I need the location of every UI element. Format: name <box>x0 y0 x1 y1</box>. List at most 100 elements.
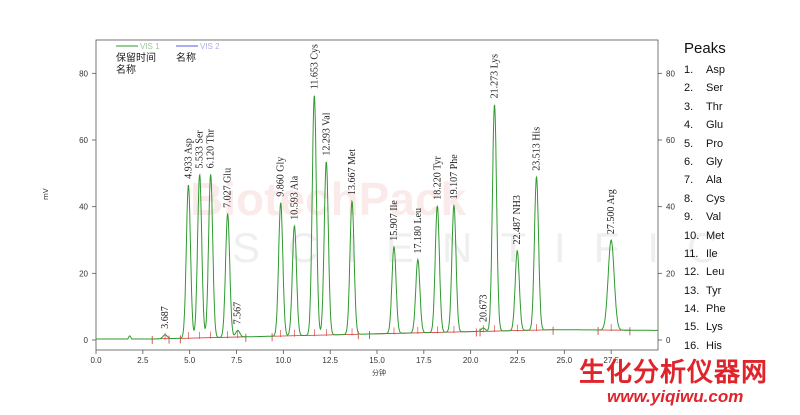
peak-list-name: Gly <box>706 155 723 168</box>
peak-label: 19.107 Phe <box>449 154 460 200</box>
peak-label: 15.907 Ile <box>389 200 400 241</box>
legend-retention-time: 保留时间 <box>116 51 156 64</box>
integration-baseline <box>180 336 246 339</box>
peak-list-name: Cys <box>706 192 725 205</box>
peak-label: 5.533 Ser <box>195 130 206 169</box>
legend-label-vis1: VIS 1 <box>140 42 160 51</box>
peak-list-number: 9. <box>684 211 694 224</box>
peak-label: 6.120 Thr <box>206 128 217 168</box>
brand-logo: 生化分析仪器网 www.yiqiwu.com <box>579 352 794 407</box>
peak-label: 7.567 <box>233 302 244 325</box>
peak-list-number: 8. <box>684 192 694 205</box>
peak-list-name: Tyr <box>706 284 722 297</box>
y-tick-label: 20 <box>79 269 88 278</box>
peak-list-number: 3. <box>684 100 694 113</box>
y-tick-label-right: 0 <box>666 336 671 345</box>
y-axis-label: mV <box>42 188 50 200</box>
peak-list-number: 14. <box>684 303 700 316</box>
x-tick-label: 7.5 <box>231 356 243 365</box>
peak-labels: 3.687 4.933 Asp 5.533 Ser 6.120 Thr 7.027 Gl… <box>160 44 617 329</box>
peak-list-number: 6. <box>684 155 694 168</box>
peak-list-number: 16. <box>684 339 700 352</box>
y-axis-left: 0 20 40 60 80 <box>79 69 96 345</box>
peak-list-item: 8. Cys <box>684 190 794 208</box>
peak-list-item: 10. Met <box>684 227 794 245</box>
integration-markers <box>151 324 631 344</box>
peak-list-number: 2. <box>684 82 694 95</box>
legend-label-vis2: VIS 2 <box>200 42 220 51</box>
y-tick-label: 60 <box>79 136 88 145</box>
chromatogram-trace <box>96 95 658 340</box>
peak-list-item: 9. Val <box>684 208 794 226</box>
peak-list-name: Ala <box>706 174 722 187</box>
peak-label: 9.860 Gly <box>276 157 287 197</box>
peak-list-name: Thr <box>706 100 723 113</box>
x-axis-label: 分钟 <box>372 368 386 377</box>
peak-list-name: Met <box>706 229 725 242</box>
peak-label: 11.653 Cys <box>309 44 320 89</box>
peak-label: 10.593 Ala <box>289 175 300 219</box>
peak-list-name: Leu <box>706 266 725 279</box>
peak-list-name: Ile <box>706 247 718 260</box>
peaks-title: Peaks <box>684 40 726 57</box>
peak-list-name: Lys <box>706 321 723 334</box>
peak-list-name: Val <box>706 211 722 224</box>
peak-list-number: 1. <box>684 64 694 76</box>
peak-list-name: Ser <box>706 82 724 95</box>
x-tick-label: 12.5 <box>322 356 338 365</box>
peak-list-item: 1. Asp <box>684 61 794 79</box>
y-tick-label: 0 <box>84 336 89 345</box>
peak-list-item: 7. Ala <box>684 171 794 189</box>
peak-list-item: 2. Ser <box>684 79 794 97</box>
y-tick-label-right: 40 <box>666 203 675 212</box>
legend-name-2: 名称 <box>176 51 196 64</box>
x-tick-label: 27.5 <box>603 356 619 365</box>
peak-label: 3.687 <box>160 306 171 329</box>
peaks-list: 1. Asp 2. Ser 3. Thr 4. Glu 5. Pro 6. Gly 7. Ala 8. Cys… <box>684 61 794 355</box>
peak-label: 23.513 His <box>531 127 542 171</box>
peak-label: 22.487 NH3 <box>512 195 523 244</box>
x-axis: 0.0 2.5 5.0 7.5 10.0 12.5 15.0 17.5 20.0 22.5 25.0… <box>90 350 619 365</box>
peak-list-item: 14. Phe <box>684 300 794 318</box>
x-tick-label: 22.5 <box>510 356 526 365</box>
peak-label: 17.180 Leu <box>413 208 424 254</box>
peak-list-name: His <box>706 339 722 352</box>
peak-list-name: Asp <box>706 64 725 76</box>
y-tick-label-right: 20 <box>666 269 675 278</box>
peak-list-number: 13. <box>684 284 700 297</box>
peak-list-item: 12. Leu <box>684 263 794 281</box>
y-axis-right: 0 20 40 60 80 <box>658 69 675 345</box>
watermark-subtitle: SCIENTIFIC <box>232 224 745 271</box>
peak-label: 18.220 Tyr <box>432 156 443 200</box>
integration-baseline <box>272 333 359 337</box>
peak-list-number: 10. <box>684 229 700 242</box>
peak-list-name: Phe <box>706 303 726 316</box>
y-tick-label-right: 80 <box>666 69 675 78</box>
x-tick-label: 10.0 <box>276 356 292 365</box>
peak-label: 13.667 Met <box>347 149 358 195</box>
brand-name: 生化分析仪器网 <box>579 358 769 388</box>
y-tick-label: 40 <box>79 203 88 212</box>
brand-url: www.yiqiwu.com <box>607 387 744 406</box>
peak-list-item: 5. Pro <box>684 135 794 153</box>
peak-list-item: 4. Glu <box>684 116 794 134</box>
peak-label: 27.500 Arg <box>606 189 617 234</box>
x-tick-label: 17.5 <box>416 356 432 365</box>
peak-list-item: 3. Thr <box>684 98 794 116</box>
peak-list-item: 6. Gly <box>684 153 794 171</box>
legend: VIS 1 VIS 2 保留时间 名称 名称 <box>116 42 220 76</box>
peak-label: 12.293 Val <box>321 112 332 155</box>
legend-name-1: 名称 <box>116 63 136 76</box>
y-tick-label-right: 60 <box>666 136 675 145</box>
peaks-legend-panel: Peaks 1. Asp 2. Ser 3. Thr 4. Glu 5. Pro 6. Gly 7. Al… <box>684 40 794 355</box>
y-tick-label: 80 <box>79 69 88 78</box>
peak-label: 20.673 <box>478 295 489 322</box>
peak-list-number: 15. <box>684 321 700 334</box>
x-tick-label: 20.0 <box>463 356 479 365</box>
integration-baseline <box>480 329 554 332</box>
peak-list-item: 13. Tyr <box>684 282 794 300</box>
x-tick-label: 5.0 <box>184 356 196 365</box>
peak-list-number: 11. <box>684 247 699 260</box>
x-tick-label: 15.0 <box>369 356 385 365</box>
